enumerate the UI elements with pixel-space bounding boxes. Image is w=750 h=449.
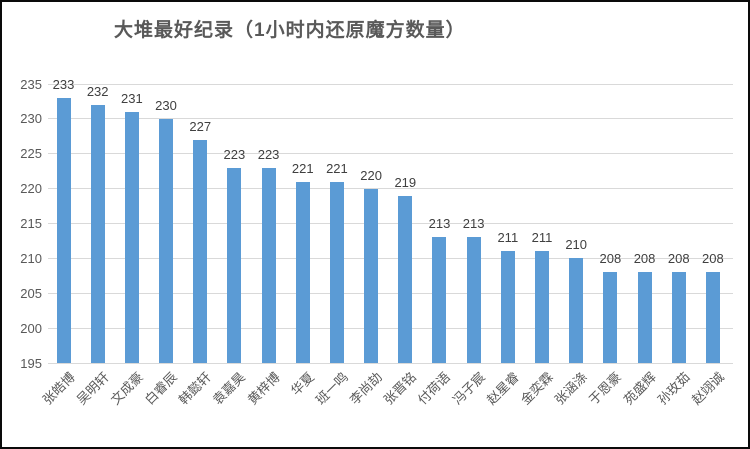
bar-value-label: 227 [189,118,212,134]
x-axis-label: 张晋铭 [381,369,420,408]
x-axis-label: 李尚劼 [346,369,386,408]
gridline [48,257,733,259]
x-axis-label: 赵翊诚 [688,369,727,408]
bar-value-label: 210 [565,237,588,253]
bar-value-label: 230 [155,97,177,113]
bar [56,97,71,363]
y-axis-tick-label: 200 [20,320,42,336]
bar [193,139,208,363]
y-axis-tick-label: 215 [20,216,42,231]
y-axis-tick-label: 205 [20,285,42,301]
y-axis-tick-label: 195 [20,355,42,371]
bar [227,167,242,363]
y-axis-tick-label: 230 [20,111,42,127]
bar [705,272,720,363]
bar-value-label: 231 [121,90,143,106]
bar-value-label: 213 [428,216,451,232]
bar-value-label: 208 [667,251,690,267]
bar-value-label: 221 [291,160,314,176]
bar [535,251,550,363]
gridline [48,223,733,224]
x-axis-label: 袁嘉昊 [210,369,249,408]
bar-value-label: 208 [599,251,622,267]
bar-value-label: 220 [360,167,382,183]
bar [90,104,105,363]
y-axis-tick-label: 210 [20,250,42,266]
bar [637,272,652,363]
y-axis-tick-label: 220 [20,181,42,197]
y-axis-tick-label: 225 [20,146,42,162]
gridline [48,362,733,364]
gridline [48,327,733,329]
x-axis-label: 赵星睿 [483,369,522,408]
x-axis-label: 金奕霖 [517,369,556,408]
bar-value-label: 223 [223,146,246,162]
bar [500,251,515,363]
bar [329,181,344,363]
x-axis-label: 张涵涤 [551,369,591,408]
gridline [48,118,733,120]
x-axis-label: 白睿辰 [141,369,180,408]
bar-value-label: 213 [462,216,485,232]
bar-value-label: 208 [702,251,724,267]
bar [261,167,276,363]
bar-value-label: 211 [531,230,553,246]
x-axis-label: 班一鸣 [312,369,351,408]
bar [124,111,139,363]
bar [364,188,379,363]
x-axis-label: 华夏 [287,369,317,399]
x-axis-label: 孙玫茹 [654,369,693,408]
x-axis-label: 张皓博 [39,369,78,408]
gridline [48,83,733,85]
bar-value-label: 223 [257,146,280,162]
gridline [48,153,733,155]
bar [295,181,310,363]
bar [671,272,686,363]
x-axis-label: 黄梓博 [244,369,283,408]
chart-title: 大堆最好纪录（1小时内还原魔方数量） [114,20,466,41]
x-axis-label: 于恩豪 [586,369,625,408]
bar-value-label: 233 [52,76,75,92]
bar-value-label: 219 [394,174,417,190]
x-axis-label: 文成豪 [107,369,146,408]
bar-value-label: 208 [633,251,656,267]
x-axis-label: 苑盛辉 [620,369,659,408]
bar [398,195,413,363]
bar [432,237,447,363]
y-axis-tick-label: 235 [20,76,42,92]
x-axis-label: 付荷语 [415,369,454,408]
gridline [48,292,733,294]
gridline [48,188,733,190]
bar [159,118,174,363]
bar [569,258,584,363]
x-axis-label: 冯子宸 [449,369,488,408]
x-axis-label: 韩懿轩 [175,369,215,408]
bar-value-label: 211 [497,230,519,246]
bar [466,237,481,363]
bar [603,272,618,363]
bar-value-label: 232 [86,83,109,99]
x-axis-label: 吴明轩 [73,369,112,408]
bar-value-label: 221 [326,160,348,176]
